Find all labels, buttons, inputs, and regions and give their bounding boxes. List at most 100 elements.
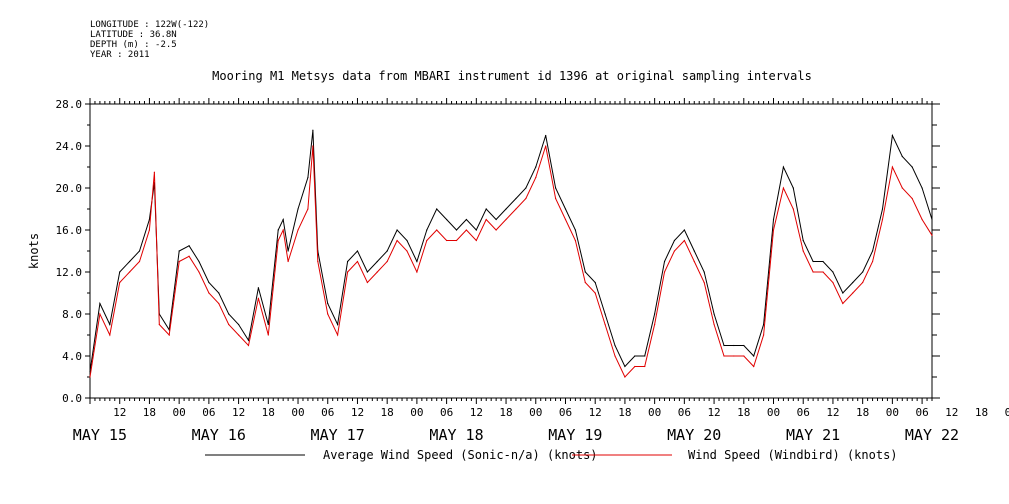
series-1-point bbox=[763, 334, 765, 336]
x-hour-label: 12 bbox=[826, 406, 839, 419]
series-0-point bbox=[277, 229, 279, 231]
series-1-point bbox=[505, 218, 507, 221]
x-date-label: MAY 17 bbox=[311, 426, 365, 444]
series-group bbox=[89, 129, 933, 378]
series-0-point bbox=[282, 218, 284, 221]
series-0-point bbox=[515, 197, 517, 200]
x-hour-label: 00 bbox=[529, 406, 542, 419]
series-1-point bbox=[158, 323, 160, 326]
series-1-point bbox=[436, 229, 438, 231]
series-1-point bbox=[733, 355, 735, 357]
series-0-point bbox=[366, 271, 368, 273]
series-1-point bbox=[683, 239, 685, 242]
series-0-point bbox=[782, 166, 785, 168]
series-0-point bbox=[852, 281, 854, 284]
x-hour-label: 00 bbox=[410, 406, 423, 419]
series-1-point bbox=[228, 323, 230, 326]
series-0-point bbox=[247, 339, 250, 341]
series-0-point bbox=[426, 229, 428, 231]
series-0-point bbox=[871, 250, 874, 252]
series-0-point bbox=[862, 271, 864, 273]
chart-title: Mooring M1 Metsys data from MBARI instru… bbox=[212, 69, 812, 83]
x-hour-label: 00 bbox=[648, 406, 661, 419]
series-0-point bbox=[772, 218, 775, 221]
series-1-point bbox=[356, 260, 359, 263]
series-1-point bbox=[178, 260, 180, 263]
series-1-point bbox=[257, 297, 259, 299]
series-0-point bbox=[713, 313, 715, 315]
series-0-point bbox=[604, 313, 606, 315]
series-0-point bbox=[436, 208, 438, 210]
series-1-point bbox=[129, 271, 131, 273]
plot-frame bbox=[89, 103, 933, 399]
x-date-label: MAY 22 bbox=[905, 426, 959, 444]
series-1-point bbox=[366, 281, 368, 284]
series-1-point bbox=[109, 334, 111, 336]
series-0-point bbox=[396, 229, 398, 231]
metadata-latitude: LATITUDE : 36.8N bbox=[90, 30, 177, 40]
series-1-point bbox=[416, 271, 418, 273]
series-1-point bbox=[446, 239, 448, 242]
series-1-point bbox=[277, 239, 279, 242]
series-1-point bbox=[673, 250, 676, 252]
x-hour-label: 06 bbox=[202, 406, 215, 419]
series-1-point bbox=[921, 218, 923, 221]
x-date-label: MAY 18 bbox=[429, 426, 483, 444]
series-0-point bbox=[218, 292, 220, 294]
series-1-point bbox=[624, 376, 626, 378]
series-1-point bbox=[832, 281, 834, 284]
series-0-point bbox=[733, 344, 735, 347]
series-0-point bbox=[663, 260, 666, 263]
series-0-point bbox=[99, 302, 101, 305]
series-1-point bbox=[525, 197, 527, 200]
x-date-label: MAY 19 bbox=[548, 426, 602, 444]
series-0-point bbox=[792, 187, 794, 189]
series-1-point bbox=[545, 145, 547, 147]
series-1-point bbox=[535, 176, 537, 179]
series-0-point bbox=[386, 250, 388, 252]
series-1-point bbox=[237, 334, 240, 336]
x-hour-label: 18 bbox=[262, 406, 275, 419]
series-1-point bbox=[406, 250, 408, 252]
series-0-point bbox=[475, 229, 477, 231]
x-hour-label: 00 bbox=[173, 406, 186, 419]
series-1-point bbox=[188, 255, 190, 257]
x-hour-label: 06 bbox=[440, 406, 453, 419]
series-line-0 bbox=[89, 130, 933, 372]
series-1-point bbox=[297, 229, 299, 231]
series-0-point bbox=[881, 208, 884, 210]
x-date-label: MAY 15 bbox=[73, 426, 127, 444]
series-line-1 bbox=[89, 145, 933, 378]
series-0-point bbox=[228, 313, 230, 315]
y-tick-label: 0.0 bbox=[62, 392, 82, 405]
series-0-point bbox=[644, 355, 646, 357]
series-1-point bbox=[574, 239, 576, 242]
series-0-point bbox=[287, 250, 289, 252]
series-0-point bbox=[891, 134, 893, 137]
series-1-point bbox=[287, 260, 289, 263]
series-0-point bbox=[525, 187, 527, 189]
series-0-point bbox=[584, 271, 586, 273]
series-1-point bbox=[346, 271, 349, 273]
series-0-point bbox=[406, 239, 408, 242]
series-1-point bbox=[148, 229, 151, 231]
series-0-point bbox=[574, 229, 576, 231]
metadata-year: YEAR : 2011 bbox=[90, 50, 150, 60]
series-0-point bbox=[208, 281, 210, 284]
y-tick-label: 8.0 bbox=[62, 308, 82, 321]
series-0-point bbox=[654, 313, 656, 315]
series-0-point bbox=[148, 218, 151, 221]
series-1-point bbox=[153, 171, 155, 173]
x-hour-label: 06 bbox=[559, 406, 572, 419]
series-1-point bbox=[89, 376, 91, 378]
x-hour-label: 00 bbox=[886, 406, 899, 419]
series-0-point bbox=[267, 323, 269, 326]
series-1-point bbox=[822, 271, 824, 273]
series-1-point bbox=[138, 260, 141, 263]
series-1-point bbox=[713, 323, 715, 326]
y-tick-label: 28.0 bbox=[56, 98, 83, 111]
series-1-point bbox=[168, 334, 170, 336]
series-0-point bbox=[312, 129, 314, 131]
series-1-point bbox=[881, 218, 884, 221]
